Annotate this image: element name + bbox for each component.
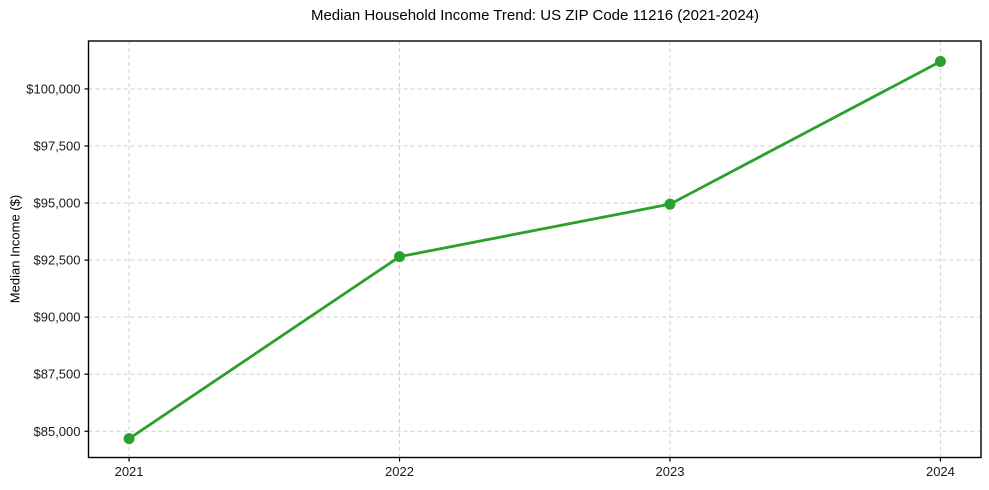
y-tick-label: $92,500 xyxy=(34,253,81,268)
y-tick-label: $87,500 xyxy=(34,367,81,382)
trend-line xyxy=(127,60,942,441)
y-tick-label: $97,500 xyxy=(34,138,81,153)
x-tick-label: 2024 xyxy=(926,464,955,479)
data-point-2023 xyxy=(664,198,676,210)
y-tick-label: $85,000 xyxy=(34,424,81,439)
data-point-2021 xyxy=(123,433,135,445)
chart-title: Median Household Income Trend: US ZIP Co… xyxy=(310,7,760,24)
data-point-2024 xyxy=(934,56,946,68)
plot-border xyxy=(87,40,982,459)
data-point-2022 xyxy=(394,251,406,263)
y-tick-label: $100,000 xyxy=(26,81,80,96)
x-tick-label: 2021 xyxy=(115,464,144,479)
x-tick-label: 2023 xyxy=(656,464,685,479)
y-tick-label: $90,000 xyxy=(34,310,81,325)
x-tick-label: 2022 xyxy=(385,464,414,479)
y-tick-label: $95,000 xyxy=(34,196,81,211)
